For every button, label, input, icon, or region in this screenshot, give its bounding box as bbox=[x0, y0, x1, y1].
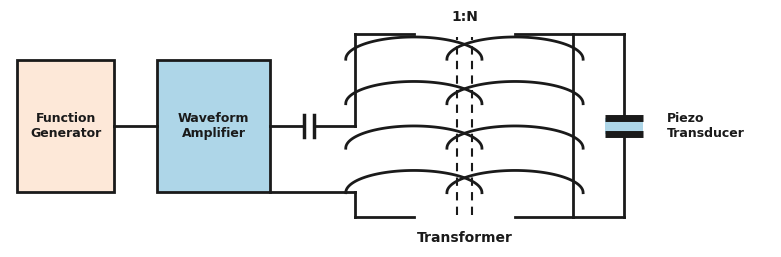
Text: Piezo
Transducer: Piezo Transducer bbox=[667, 112, 744, 140]
FancyBboxPatch shape bbox=[604, 118, 644, 134]
Text: Waveform
Amplifier: Waveform Amplifier bbox=[178, 112, 249, 140]
FancyBboxPatch shape bbox=[157, 60, 270, 192]
Text: Function
Generator: Function Generator bbox=[30, 112, 102, 140]
Text: 1:N: 1:N bbox=[451, 10, 478, 24]
Text: Transformer: Transformer bbox=[416, 231, 512, 245]
FancyBboxPatch shape bbox=[17, 60, 114, 192]
